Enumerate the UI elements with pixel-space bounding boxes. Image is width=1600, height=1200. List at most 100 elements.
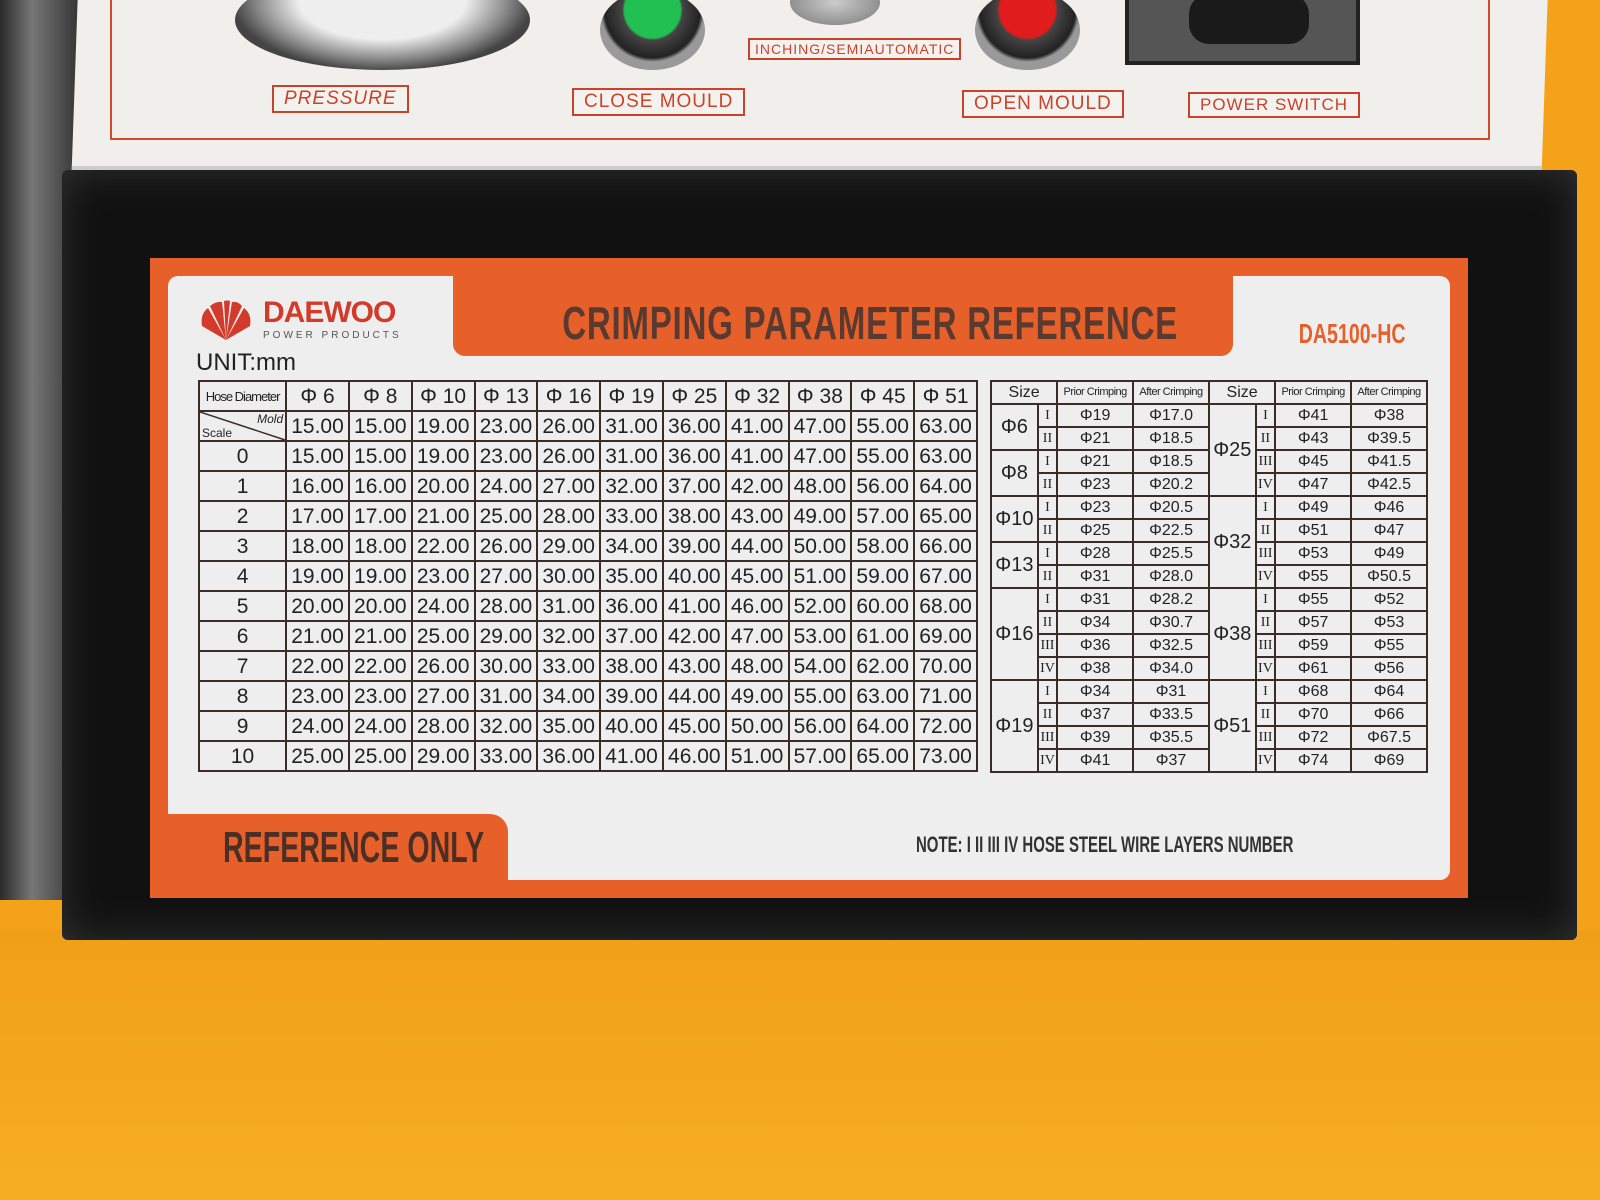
crimp-value: 25.00	[410, 620, 476, 652]
crimp-value: 23.00	[285, 680, 350, 712]
column-header: Φ 25	[661, 380, 727, 412]
side-header: Size	[1207, 380, 1277, 405]
crimp-value: 31.00	[599, 440, 664, 472]
wire-layer: II	[1254, 702, 1277, 727]
mold-label: Mold	[257, 412, 284, 426]
mold-value: 36.00	[661, 410, 727, 442]
crimp-value: 51.00	[724, 740, 790, 772]
crimp-value: 53.00	[787, 620, 853, 652]
after-crimping: Φ47	[1350, 518, 1428, 543]
crimp-value: 16.00	[347, 470, 413, 502]
hose-size: Φ13	[990, 541, 1039, 589]
wire-layer: II	[1036, 702, 1059, 727]
crimp-value: 49.00	[724, 680, 790, 712]
after-crimping: Φ17.0	[1132, 403, 1210, 428]
crimp-value: 32.00	[536, 620, 602, 652]
crimp-value: 45.00	[724, 560, 790, 592]
hose-size: Φ16	[990, 587, 1039, 681]
wire-layer: IV	[1036, 748, 1059, 773]
crimp-value: 41.00	[724, 440, 790, 472]
scale-row: 6 21.00 21.00 25.00 29.00 32.00 37.00 42.00 47.0…	[197, 620, 978, 652]
after-crimping: Φ20.5	[1132, 495, 1210, 520]
crimp-value: 31.00	[473, 680, 539, 712]
after-crimping: Φ39.5	[1350, 426, 1428, 451]
prior-crimping: Φ37	[1056, 702, 1135, 727]
crimp-value: 21.00	[347, 620, 413, 652]
wire-layer: I	[1036, 541, 1059, 566]
prior-crimping: Φ45	[1274, 449, 1353, 474]
after-crimping: Φ31	[1132, 679, 1210, 704]
column-header: Φ 51	[913, 380, 978, 412]
crimp-value: 39.00	[661, 530, 727, 562]
crimp-value: 51.00	[787, 560, 853, 592]
crimp-value: 37.00	[599, 620, 664, 652]
size-row: Φ16 I Φ31 Φ28.2 Φ38 I Φ55 Φ52	[990, 587, 1428, 681]
crimp-value: 34.00	[599, 530, 664, 562]
crimp-value: 62.00	[850, 650, 916, 682]
mold-row: Mold Scale 15.00 15.00 19.00 23.00 26.00 31.00 3…	[197, 410, 978, 442]
crimp-value: 20.00	[347, 590, 413, 622]
after-crimping: Φ49	[1350, 541, 1428, 566]
crimp-value: 64.00	[850, 710, 916, 742]
crimp-value: 22.00	[410, 530, 476, 562]
size-row: Φ6 I Φ19 Φ17.0 Φ25 I Φ41 Φ38	[990, 403, 1428, 497]
size-row: Φ10 I Φ23 Φ20.5 Φ32 I Φ49 Φ46	[990, 495, 1428, 589]
scale-row: 2 17.00 17.00 21.00 25.00 28.00 33.00 38.00 43.0…	[197, 500, 978, 532]
scale-value: 3	[197, 530, 288, 562]
wire-layer: I	[1036, 495, 1059, 520]
crimp-value: 21.00	[410, 500, 476, 532]
reference-only-text: REFERENCE ONLY	[223, 823, 485, 872]
wire-layer: II	[1036, 518, 1059, 543]
mold-value: 41.00	[724, 410, 790, 442]
size-row: Φ13 I Φ28 Φ25.5 III Φ53 Φ49	[990, 541, 1428, 589]
mold-value: 63.00	[913, 410, 978, 442]
crimp-value: 24.00	[473, 470, 539, 502]
crimp-value: 47.00	[724, 620, 790, 652]
crimp-value: 61.00	[850, 620, 916, 652]
scale-mold-corner: Mold Scale	[197, 410, 288, 442]
crimp-value: 32.00	[473, 710, 539, 742]
wire-layer: II	[1036, 426, 1059, 451]
crimp-value: 43.00	[724, 500, 790, 532]
crimp-value: 25.00	[473, 500, 539, 532]
prior-crimping: Φ23	[1056, 472, 1135, 497]
scale-value: 5	[197, 590, 288, 622]
wire-layer: II	[1254, 426, 1277, 451]
size-row: II Φ25 Φ22.5 II Φ51 Φ47	[991, 518, 1428, 543]
crimp-value: 46.00	[661, 740, 727, 772]
scale-row: 1 16.00 16.00 20.00 24.00 27.00 32.00 37.00 42.0…	[197, 470, 978, 502]
after-crimping: Φ67.5	[1350, 725, 1428, 750]
power-switch[interactable]	[1125, 0, 1360, 65]
crimp-value: 45.00	[661, 710, 727, 742]
crimp-value: 67.00	[913, 560, 978, 592]
crimp-value: 40.00	[599, 710, 664, 742]
size-row: Φ8 I Φ21 Φ18.5 III Φ45 Φ41.5	[990, 449, 1428, 497]
column-header: Φ 8	[347, 380, 413, 412]
after-crimping: Φ50.5	[1350, 564, 1428, 589]
crimp-value: 21.00	[285, 620, 350, 652]
crimp-value: 31.00	[536, 590, 602, 622]
mold-value: 15.00	[347, 410, 413, 442]
size-row: IV Φ41 Φ37 IV Φ74 Φ69	[991, 748, 1428, 773]
model-number: DA5100-HC	[1298, 318, 1405, 349]
close-mould-green-button[interactable]	[600, 0, 705, 70]
prior-crimping: Φ23	[1056, 495, 1135, 520]
crimp-value: 19.00	[410, 440, 476, 472]
open-mould-label: OPEN MOULD	[962, 90, 1124, 118]
side-header: Prior Crimping	[1274, 380, 1353, 405]
scale-value: 8	[197, 680, 288, 712]
open-mould-red-button[interactable]	[975, 0, 1080, 70]
crimp-value: 72.00	[913, 710, 978, 742]
mold-value: 19.00	[410, 410, 476, 442]
power-switch-lever[interactable]	[1189, 0, 1309, 44]
wire-layer: I	[1036, 449, 1059, 474]
crimp-value: 33.00	[536, 650, 602, 682]
after-crimping: Φ52	[1350, 587, 1428, 612]
hose-size: Φ19	[990, 679, 1039, 773]
scale-value: 6	[197, 620, 288, 652]
wire-layer: I	[1036, 679, 1059, 704]
crimp-value: 22.00	[347, 650, 413, 682]
crimp-value: 30.00	[536, 560, 602, 592]
diagonal-line	[200, 412, 286, 440]
